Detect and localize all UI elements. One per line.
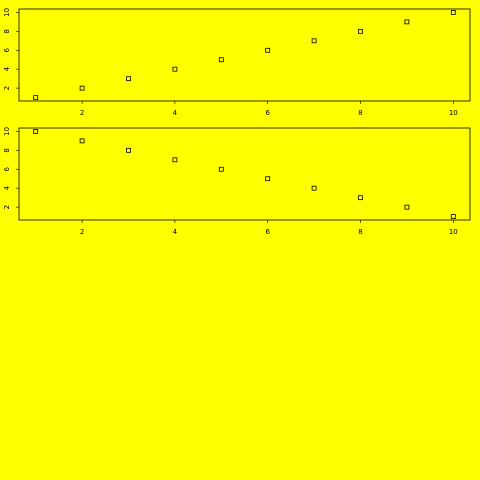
data-point <box>311 38 317 44</box>
y-tick-label: 4 <box>3 66 11 71</box>
y-tick-label: 4 <box>3 185 11 190</box>
x-tick-label: 4 <box>173 228 178 236</box>
y-tick-label: 8 <box>3 29 11 33</box>
x-tick-label: 8 <box>358 228 362 236</box>
data-point <box>358 195 363 201</box>
x-tick-label: 6 <box>265 228 270 236</box>
y-tick-label: 10 <box>3 127 11 136</box>
data-point <box>404 19 410 25</box>
data-point <box>218 166 224 172</box>
data-point <box>126 76 131 82</box>
data-point <box>218 57 224 63</box>
scatter-plot-2: 2 4 6 8 10 2 4 6 8 10 <box>3 127 471 236</box>
plot-frame <box>18 127 471 221</box>
data-point <box>79 85 85 91</box>
y-tick-label: 6 <box>3 167 11 172</box>
data-point <box>126 147 131 153</box>
x-tick-label: 8 <box>358 109 362 117</box>
data-point <box>358 28 363 34</box>
y-tick-label: 8 <box>3 148 11 152</box>
x-tick-label: 10 <box>449 109 458 117</box>
data-point <box>33 129 39 134</box>
plot-frame <box>18 8 471 102</box>
data-point <box>172 66 178 72</box>
x-tick-label: 2 <box>80 228 84 236</box>
y-tick-label: 6 <box>3 48 11 53</box>
plot-panels: 2 4 6 8 10 2 4 6 8 10 2 4 6 8 10 2 4 6 8 10 <box>3 8 471 236</box>
data-point <box>79 138 85 144</box>
scatter-plot-1: 2 4 6 8 10 2 4 6 8 10 <box>3 8 471 117</box>
x-tick-label: 2 <box>80 109 84 117</box>
x-tick-label: 4 <box>173 109 178 117</box>
x-tick-label: 10 <box>449 228 458 236</box>
data-point <box>404 204 410 210</box>
x-tick-label: 6 <box>265 109 270 117</box>
data-point <box>311 185 317 191</box>
data-point <box>450 214 456 219</box>
y-tick-label: 2 <box>3 86 11 90</box>
data-point <box>450 10 456 15</box>
y-tick-label: 2 <box>3 205 11 209</box>
data-point <box>172 157 178 163</box>
data-point <box>265 176 271 182</box>
data-point <box>265 47 271 53</box>
y-tick-label: 10 <box>3 8 11 17</box>
data-point <box>33 95 39 100</box>
